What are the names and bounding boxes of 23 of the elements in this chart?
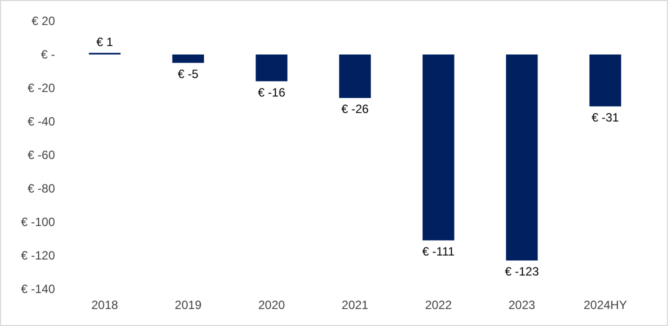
y-tick-label: € -140: [20, 282, 56, 296]
y-tick-label: € -60: [28, 148, 56, 162]
y-tick-label: € 20: [32, 14, 56, 28]
data-label: € -26: [341, 102, 369, 116]
y-tick-label: € -100: [20, 215, 56, 229]
y-tick-label: € -120: [20, 248, 56, 262]
x-tick-label: 2022: [425, 298, 452, 312]
data-label: € -111: [422, 244, 455, 258]
data-label: € 1: [96, 34, 114, 49]
y-tick-label: € -: [40, 48, 55, 62]
data-label: € -16: [258, 85, 286, 100]
x-tick-label: 2023: [508, 298, 536, 312]
x-tick-label: 2024HY: [584, 298, 627, 312]
x-tick-label: 2021: [342, 298, 369, 312]
y-tick-label: € -40: [28, 114, 56, 128]
data-label: € -123: [504, 264, 540, 279]
data-label: € -31: [592, 110, 620, 124]
x-tick-label: 2019: [174, 298, 202, 312]
data-label: € -5: [178, 66, 199, 81]
x-tick-label: 2020: [258, 298, 286, 312]
y-tick-label: € -20: [28, 81, 56, 95]
y-tick-label: € -80: [28, 182, 56, 196]
x-tick-label: 2018: [91, 298, 118, 312]
